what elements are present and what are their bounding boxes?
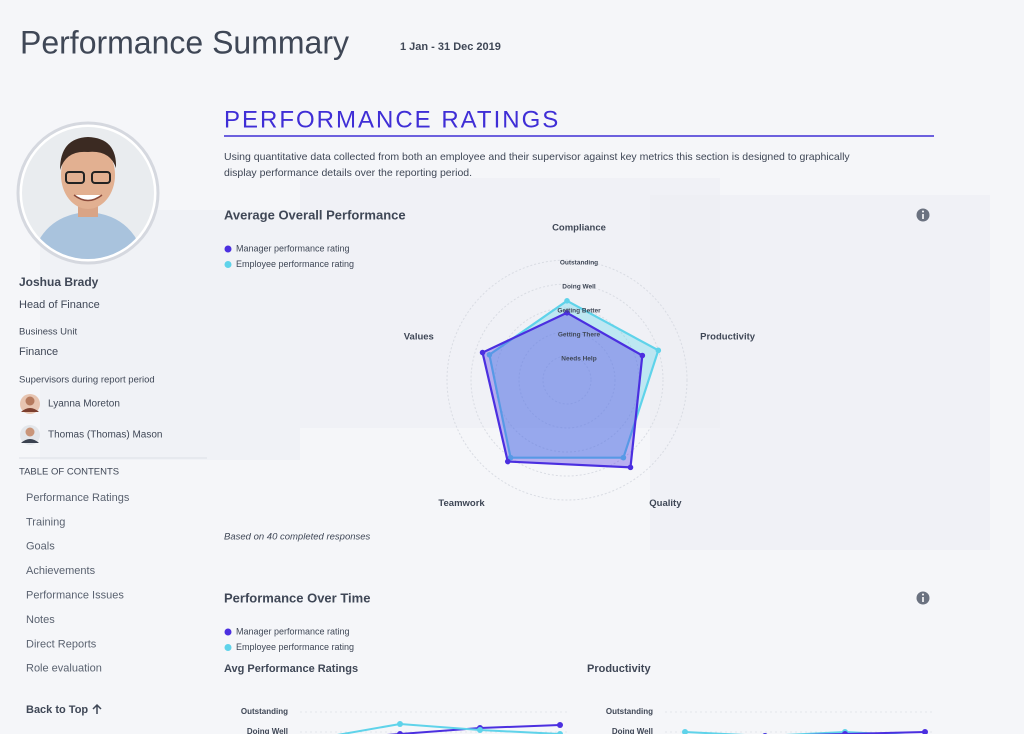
- chart-title: Avg Performance Ratings: [224, 663, 358, 675]
- y-tick-label: Doing Well: [612, 727, 653, 734]
- series-line: [337, 722, 561, 734]
- avatar: [20, 425, 40, 445]
- series-point: [557, 722, 563, 728]
- section-subtitle: Performance Over Time: [224, 590, 370, 605]
- series-point: [397, 731, 403, 734]
- series-line: [386, 724, 561, 734]
- field-value: Finance: [19, 346, 58, 358]
- series-point: [842, 731, 848, 734]
- ring-label: Getting Better: [557, 308, 601, 315]
- info-icon[interactable]: [916, 591, 930, 605]
- axis-label: Compliance: [552, 223, 606, 234]
- radar-point: [655, 347, 662, 354]
- legend-label: Employee performance rating: [236, 259, 354, 269]
- y-tick-label: Doing Well: [247, 727, 288, 734]
- legend-swatch: [224, 245, 232, 253]
- supervisor: Lyanna Moreton: [48, 399, 120, 410]
- axis-label: Quality: [649, 498, 682, 509]
- bg-panel: [650, 195, 990, 550]
- legend-swatch: [224, 261, 232, 268]
- grid-ring: [446, 259, 688, 501]
- info-icon[interactable]: [916, 208, 930, 222]
- section-title: PERFORMANCE RATINGS: [224, 106, 560, 133]
- series-point: [477, 727, 483, 733]
- legend-label: Employee performance rating: [236, 642, 354, 652]
- employee-name: Joshua Brady: [19, 275, 99, 289]
- ring-label: Outstanding: [560, 260, 598, 267]
- date-range: 1 Jan - 31 Dec 2019: [400, 41, 501, 53]
- axis-label: Values: [404, 331, 434, 342]
- series-point: [682, 729, 688, 734]
- toc-item[interactable]: Training: [26, 516, 65, 528]
- field-label: Business Unit: [19, 327, 77, 338]
- chart-title: Productivity: [587, 663, 651, 675]
- toc: Performance Ratings Training Goals Achievem…: [26, 492, 130, 675]
- ring-label: Doing Well: [562, 284, 596, 291]
- legend-swatch: [224, 644, 232, 651]
- radar-point: [564, 310, 570, 316]
- radar-area: [481, 311, 644, 469]
- back-to-top[interactable]: Back to Top: [26, 704, 88, 716]
- toc-item[interactable]: Achievements: [26, 565, 96, 577]
- supervisor: Thomas (Thomas) Mason: [48, 430, 162, 441]
- radar-point: [627, 464, 634, 471]
- description: display performance details over the rep…: [224, 167, 472, 179]
- chart-note: Based on 40 completed responses: [224, 532, 371, 543]
- radar-point: [486, 351, 493, 358]
- radar-point: [620, 454, 627, 461]
- toc-item[interactable]: Direct Reports: [26, 638, 97, 650]
- radar-point: [504, 458, 511, 465]
- y-tick-label: Outstanding: [606, 707, 653, 716]
- y-tick-label: Outstanding: [241, 707, 288, 716]
- series-point: [922, 729, 928, 734]
- legend-label: Manager performance rating: [236, 626, 350, 636]
- arrow-icon: [92, 703, 102, 714]
- avatar: [20, 394, 40, 414]
- ring-label: Getting There: [558, 332, 601, 339]
- toc-item[interactable]: Role evaluation: [26, 663, 102, 675]
- grid-ring: [518, 331, 616, 429]
- profile-photo: [16, 121, 160, 265]
- page-title: Performance Summary: [20, 24, 349, 60]
- radar-point: [479, 349, 486, 356]
- field-label: Supervisors during report period: [19, 375, 155, 386]
- ring-label: Needs Help: [561, 356, 596, 363]
- grid-ring: [470, 283, 664, 477]
- axis-label: Teamwork: [438, 498, 485, 509]
- toc-title: TABLE OF CONTENTS: [19, 467, 119, 478]
- series-point: [557, 731, 563, 734]
- description: Using quantitative data collected from b…: [224, 151, 850, 163]
- axis-label: Productivity: [700, 331, 756, 342]
- grid-ring: [542, 355, 592, 405]
- series-point: [397, 721, 403, 727]
- radar-point: [639, 352, 646, 359]
- toc-item[interactable]: Performance Issues: [26, 590, 124, 602]
- radar-point: [507, 454, 514, 461]
- employee-role: Head of Finance: [19, 299, 100, 311]
- toc-item[interactable]: Goals: [26, 541, 55, 553]
- toc-item[interactable]: Performance Ratings: [26, 492, 130, 504]
- chart-title: Average Overall Performance: [224, 207, 406, 222]
- series-line: [804, 731, 926, 734]
- legend-label: Manager performance rating: [236, 243, 350, 253]
- legend-swatch: [224, 628, 232, 636]
- radar-point: [564, 298, 570, 304]
- toc-item[interactable]: Notes: [26, 614, 55, 626]
